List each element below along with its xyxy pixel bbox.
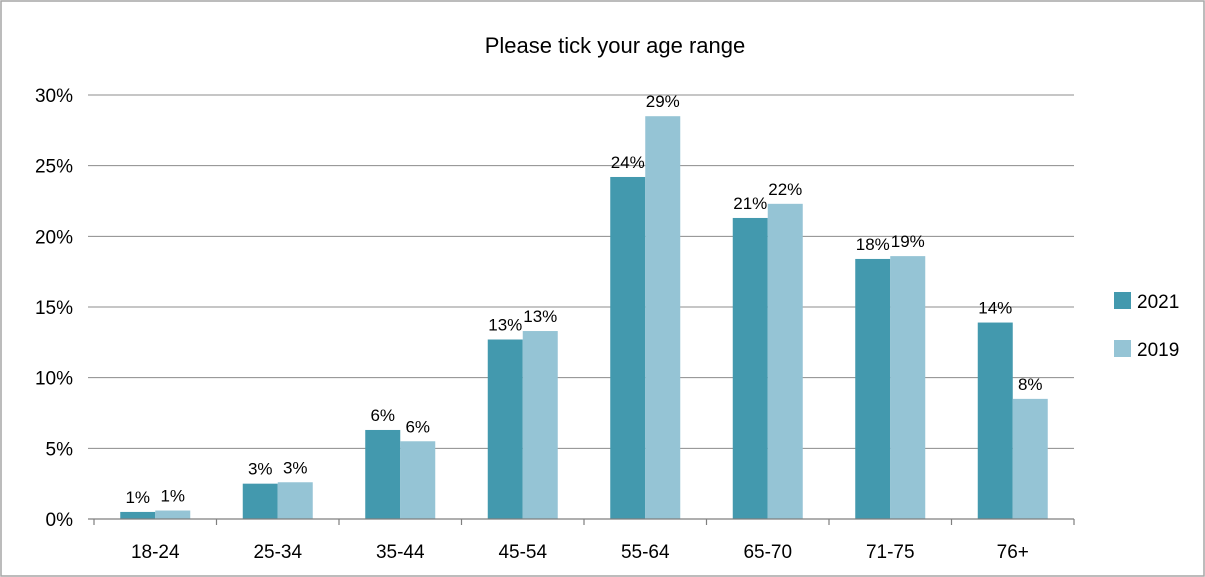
y-axis: 0% 5% 10% 15% 20% 25% 30% xyxy=(35,86,73,531)
bar-2021-76+ xyxy=(977,322,1013,519)
x-tick-label: 55-64 xyxy=(621,542,670,563)
data-label: 13% xyxy=(488,316,522,335)
bar-2021-18-24 xyxy=(120,511,156,519)
bar-2021-55-64 xyxy=(610,176,646,519)
data-label: 21% xyxy=(733,194,767,213)
bars xyxy=(120,116,1048,519)
bar-2021-45-54 xyxy=(487,339,523,519)
legend-swatch-2019 xyxy=(1114,340,1131,357)
x-tick-label: 35-44 xyxy=(376,542,425,563)
data-label: 19% xyxy=(891,232,925,251)
bar-2021-35-44 xyxy=(365,429,401,519)
y-tick-label: 15% xyxy=(35,298,73,319)
bar-2019-18-24 xyxy=(155,510,191,519)
x-axis: 18-24 25-34 35-44 45-54 55-64 65-70 71-75 76+ xyxy=(88,518,1075,563)
data-label: 14% xyxy=(978,299,1012,318)
data-label: 24% xyxy=(611,153,645,172)
y-tick-label: 30% xyxy=(35,86,73,107)
bar-2019-65-70 xyxy=(767,203,803,519)
bar-2019-71-75 xyxy=(890,256,926,519)
data-label: 22% xyxy=(768,180,802,199)
data-label: 18% xyxy=(856,235,890,254)
legend-label: 2021 xyxy=(1137,292,1179,313)
data-label: 29% xyxy=(646,92,680,111)
bar-2021-65-70 xyxy=(732,217,768,519)
data-labels: 1% 1% 3% 3% 6% 6% 13% 13% 24% 29% 21%22% 18% 19% 14% 8… xyxy=(125,92,1042,507)
legend-swatch-2021 xyxy=(1114,292,1131,309)
data-label: 6% xyxy=(370,406,395,425)
data-label: 6% xyxy=(405,417,430,436)
bar-2021-25-34 xyxy=(242,483,278,519)
bar-2019-76+ xyxy=(1012,398,1048,519)
bar-2019-45-54 xyxy=(522,331,558,519)
legend-label: 2019 xyxy=(1137,340,1179,361)
y-tick-label: 0% xyxy=(46,510,74,531)
x-tick-label: 71-75 xyxy=(866,542,915,563)
legend: 2021 2019 xyxy=(1114,292,1179,361)
bar-2021-71-75 xyxy=(855,258,891,519)
x-tick-label: 25-34 xyxy=(253,542,302,563)
bar-2019-55-64 xyxy=(645,116,681,519)
x-tick-label: 45-54 xyxy=(498,542,547,563)
data-label: 3% xyxy=(248,460,273,479)
data-label: 1% xyxy=(160,487,185,506)
data-label: 1% xyxy=(125,488,150,507)
x-tick-label: 76+ xyxy=(997,542,1029,563)
data-label: 3% xyxy=(283,458,308,477)
x-tick-label: 65-70 xyxy=(743,542,792,563)
x-tick-label: 18-24 xyxy=(131,542,180,563)
y-tick-label: 5% xyxy=(46,439,74,460)
bar-2019-35-44 xyxy=(400,441,436,519)
bar-2019-25-34 xyxy=(277,482,313,519)
chart-title: Please tick your age range xyxy=(485,33,746,58)
y-tick-label: 10% xyxy=(35,369,73,390)
data-label: 8% xyxy=(1018,375,1043,394)
y-tick-label: 20% xyxy=(35,227,73,248)
data-label: 13% xyxy=(523,307,557,326)
y-tick-label: 25% xyxy=(35,157,73,178)
